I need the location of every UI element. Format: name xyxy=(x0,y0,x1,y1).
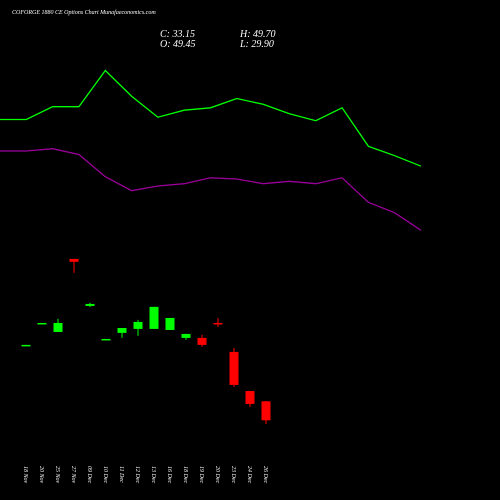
candle-body xyxy=(213,322,223,325)
candle-body xyxy=(261,401,271,421)
candle-body xyxy=(181,333,191,338)
indicator-line xyxy=(0,148,422,231)
ohlc-label: O: 49.45 xyxy=(160,39,196,50)
x-tick-label: 19 Dec xyxy=(198,466,204,483)
candle-body xyxy=(245,390,255,404)
candle-body xyxy=(149,306,159,329)
ohlc-label: L: 29.90 xyxy=(239,39,274,50)
candle-body xyxy=(37,322,47,325)
indicator-line xyxy=(0,69,422,167)
x-tick-label: 11 Dec xyxy=(118,466,124,483)
ohlc-label: H: 49.70 xyxy=(239,29,276,40)
x-tick-label: 26 Dec xyxy=(262,466,268,483)
candle-body xyxy=(133,321,143,329)
candle-body xyxy=(117,327,127,333)
x-tick-label: 25 Nov xyxy=(54,466,60,484)
x-tick-label: 18 Nov xyxy=(22,466,28,484)
x-tick-label: 27 Nov xyxy=(70,466,76,484)
x-tick-label: 24 Dec xyxy=(246,466,253,483)
chart-title: COFORGE 1880 CE Options Chart Munafaecon… xyxy=(12,9,156,16)
x-tick-label: 12 Dec xyxy=(134,466,140,483)
candle-body xyxy=(165,317,175,330)
candle-body xyxy=(85,303,95,306)
x-tick-label: 18 Dec xyxy=(182,466,188,483)
x-tick-label: 20 Nov xyxy=(38,466,44,484)
candle-body xyxy=(21,344,31,347)
x-tick-label: 10 Dec xyxy=(102,466,108,483)
candle-body xyxy=(229,351,239,385)
x-tick-label: 23 Dec xyxy=(230,466,236,483)
candle-body xyxy=(101,338,111,341)
x-tick-label: 13 Dec xyxy=(150,466,156,483)
candle-body xyxy=(69,258,79,262)
x-tick-label: 09 Dec xyxy=(86,466,92,483)
candle-body xyxy=(53,322,63,332)
x-tick-label: 16 Dec xyxy=(166,466,172,483)
ohlc-label: C: 33.15 xyxy=(160,29,195,40)
candle-body xyxy=(197,337,207,345)
x-tick-label: 20 Dec xyxy=(214,466,220,483)
